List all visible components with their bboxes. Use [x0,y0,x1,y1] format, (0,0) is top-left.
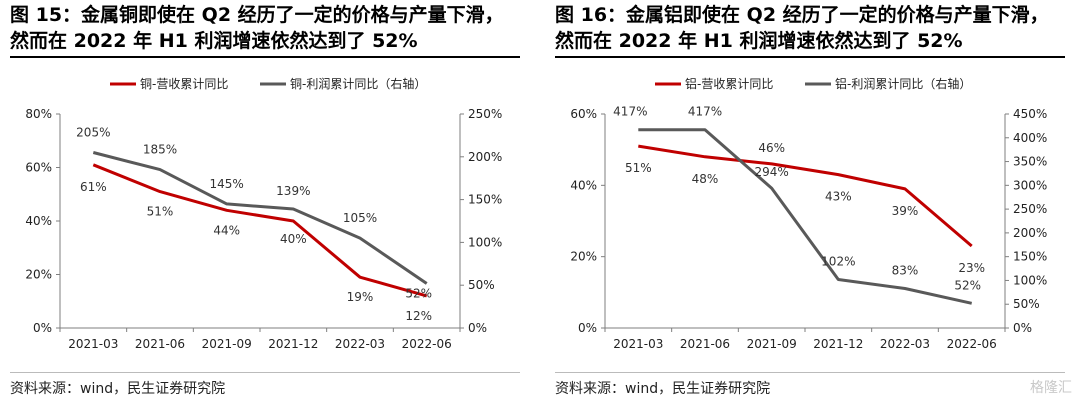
x-tick-label: 2021-09 [747,337,797,351]
data-label: 51% [147,205,174,219]
x-tick-label: 2022-03 [335,337,385,351]
source-divider [555,372,1065,373]
series-line-profit [638,128,973,305]
right-tick-label: 150% [468,193,502,207]
left-tick-label: 20% [25,268,52,282]
x-tick-label: 2021-03 [613,337,663,351]
x-tick-label: 2022-06 [402,337,452,351]
left-tick-label: 80% [25,107,52,121]
right-tick-label: 50% [1013,297,1040,311]
series-line-revenue [92,163,428,298]
source-note: 资料来源：wind，民生证券研究院 [555,381,771,397]
right-tick-label: 50% [468,278,495,292]
right-tick-label: 100% [468,235,502,249]
title-divider [555,56,1065,58]
copper-chart: 铜-营收累计同比 铜-利润累计同比（右轴） 0% 20% 40% 60% 80% 0% 50% 1… [25,76,502,351]
data-label: 48% [692,172,719,186]
right-tick-label: 0% [1013,321,1032,335]
legend-label: 铜-营收累计同比 [140,76,228,91]
x-tick-label: 2021-06 [135,337,185,351]
left-tick-label: 20% [570,250,597,264]
x-tick-label: 2021-12 [268,337,318,351]
chart-panel-aluminum: 图 16：金属铝即使在 Q2 经历了一定的价格与产量下滑，然而在 2022 年 … [555,0,1075,401]
figure-title: 图 16：金属铝即使在 Q2 经历了一定的价格与产量下滑，然而在 2022 年 … [555,4,1049,52]
left-tick-label: 0% [578,321,597,335]
x-tick-label: 2022-03 [880,337,930,351]
right-tick-label: 400% [1013,131,1047,145]
data-label: 23% [958,261,985,275]
title-divider [10,56,520,58]
right-tick-label: 0% [468,321,487,335]
right-tick-label: 250% [468,107,502,121]
right-tick-label: 150% [1013,250,1047,264]
data-label: 417% [688,105,722,119]
data-label: 105% [343,211,377,225]
chart-panel-copper: 图 15：金属铜即使在 Q2 经历了一定的价格与产量下滑，然而在 2022 年 … [10,0,530,401]
legend-label: 铜-利润累计同比（右轴） [290,76,426,91]
data-label: 12% [405,309,432,323]
data-label: 294% [755,165,789,179]
x-tick-label: 2021-06 [680,337,730,351]
data-label: 145% [210,177,244,191]
data-label: 83% [892,264,919,278]
right-tick-label: 300% [1013,178,1047,192]
data-label: 52% [954,278,981,292]
data-label: 44% [213,223,240,237]
x-tick-label: 2021-12 [813,337,863,351]
series-line-revenue [638,144,973,248]
data-label: 417% [613,105,647,119]
left-tick-label: 60% [25,161,52,175]
data-label: 102% [821,254,855,268]
right-tick-label: 250% [1013,202,1047,216]
right-tick-label: 350% [1013,155,1047,169]
left-tick-label: 60% [570,107,597,121]
legend-label: 铝-利润累计同比（右轴） [835,76,971,91]
source-divider [10,372,520,373]
right-tick-label: 450% [1013,107,1047,121]
series-line-profit [92,151,428,285]
figure-title: 图 15：金属铜即使在 Q2 经历了一定的价格与产量下滑，然而在 2022 年 … [10,4,504,52]
left-tick-label: 40% [25,214,52,228]
x-tick-label: 2022-06 [947,337,997,351]
data-label: 46% [758,141,785,155]
source-note: 资料来源：wind，民生证券研究院 [10,381,226,397]
left-tick-label: 40% [570,178,597,192]
data-label: 61% [80,180,107,194]
x-tick-label: 2021-03 [68,337,118,351]
right-tick-label: 100% [1013,273,1047,287]
data-label: 43% [825,190,852,204]
x-tick-label: 2021-09 [202,337,252,351]
data-label: 185% [143,143,177,157]
left-tick-label: 0% [33,321,52,335]
data-label: 40% [280,232,307,246]
watermark-logo: 格隆汇 [1030,380,1072,396]
data-label: 139% [276,184,310,198]
data-label: 205% [76,126,110,140]
right-tick-label: 200% [468,150,502,164]
legend-label: 铝-营收累计同比 [685,76,773,91]
right-tick-label: 200% [1013,226,1047,240]
data-label: 19% [347,290,374,304]
aluminum-chart: 铝-营收累计同比 铝-利润累计同比（右轴） 0% 20% 40% 60% 0% 50% 100%… [570,76,1047,351]
data-label: 39% [892,204,919,218]
data-label: 52% [405,286,432,300]
data-label: 51% [625,161,652,175]
